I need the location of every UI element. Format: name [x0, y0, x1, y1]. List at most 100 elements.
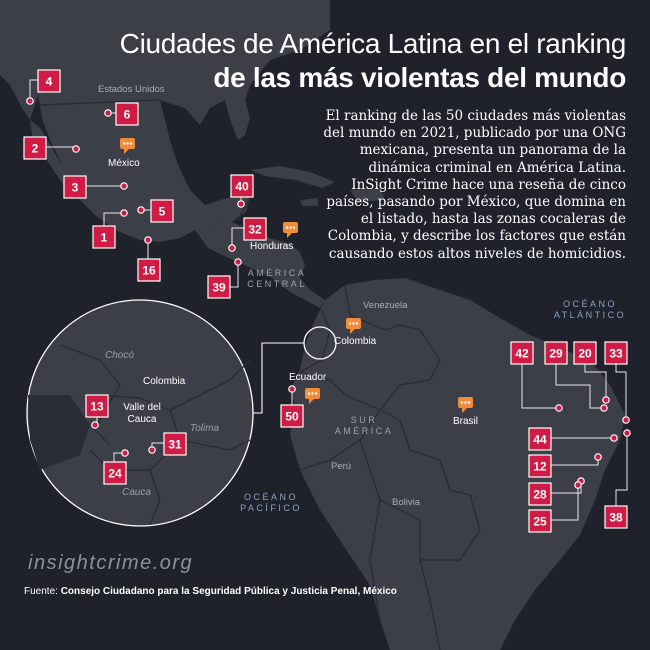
- city-dot: [574, 481, 582, 489]
- mexico-landmass: [38, 90, 250, 242]
- city-dot: [144, 236, 152, 244]
- rank-number: 38: [609, 511, 623, 525]
- rank-number: 29: [549, 347, 563, 361]
- rank-number: 50: [285, 410, 299, 424]
- label-venezuela: Venezuela: [363, 300, 408, 311]
- rank-number: 16: [142, 264, 156, 278]
- rank-badge: [528, 427, 552, 451]
- leader-line: [555, 364, 604, 409]
- city-dot: [594, 453, 602, 461]
- city-dot: [610, 434, 618, 442]
- rank-number: 4: [46, 75, 53, 89]
- city-dot: [121, 449, 129, 457]
- inset-label-colombia: Colombia: [143, 376, 186, 387]
- title-line-1: Ciudades de América Latina en el ranking: [119, 28, 627, 59]
- rank-badge: [115, 102, 139, 126]
- rank-number: 40: [235, 180, 249, 194]
- inset-connector: [253, 342, 304, 414]
- city-dot: [72, 145, 80, 153]
- inset-label-choco: Chocó: [105, 350, 134, 361]
- inset-label-cauca: Cauca: [122, 487, 151, 498]
- rank-number: 28: [533, 488, 547, 502]
- label-bolivia: Bolivia: [392, 497, 420, 508]
- city-dot: [91, 421, 99, 429]
- rank-number: 24: [108, 467, 122, 481]
- rank-badge: [544, 341, 568, 365]
- city-dot: [234, 258, 242, 266]
- rank-number: 1: [101, 231, 108, 245]
- label-america-central: AMÉRICA CENTRAL: [247, 268, 307, 289]
- label-brasil: Brasil: [453, 416, 479, 427]
- city-dot: [602, 396, 610, 404]
- rank-badge: [207, 275, 231, 299]
- rank-number: 13: [90, 400, 104, 414]
- rank-number: 25: [533, 515, 547, 529]
- rank-number: 5: [159, 205, 166, 219]
- leader-line: [29, 79, 38, 101]
- rank-badge: [230, 174, 254, 198]
- rank-badge: [150, 199, 174, 223]
- rank-badge: [103, 461, 127, 485]
- rank-badge: [63, 175, 87, 199]
- rank-number: 3: [72, 181, 79, 195]
- rank-number: 33: [609, 347, 623, 361]
- rank-badge: [528, 509, 552, 533]
- source-text: Consejo Ciudadano para la Seguridad Públ…: [60, 586, 397, 597]
- leader-line: [615, 433, 628, 506]
- label-estados-unidos: Estados Unidos: [98, 84, 165, 95]
- florida-landmass: [225, 100, 250, 140]
- leader-line: [231, 227, 244, 248]
- city-dot: [600, 404, 608, 412]
- rank-badge: [528, 454, 552, 478]
- label-peru: Perú: [331, 461, 352, 472]
- source-prefix: Fuente:: [24, 586, 58, 597]
- leader-line: [103, 212, 124, 226]
- city-dot: [148, 446, 156, 454]
- rank-number: 2: [32, 142, 39, 156]
- city-markers: 4 6 2 3 5 1 16 40 32 39 50 13 31 24 42 29 20 33 44 12 28 25 38: [23, 69, 631, 533]
- central-america-landmass: [195, 222, 325, 308]
- rank-number: 42: [515, 347, 529, 361]
- rank-badge: [92, 225, 116, 249]
- label-sur-america: SUR AMÉRICA: [334, 415, 394, 436]
- label-ecuador: Ecuador: [289, 372, 327, 383]
- rank-badge: [280, 404, 304, 428]
- label-oceano-atlantico: OCÉANO ATLÁNTICO: [553, 299, 627, 320]
- leader-line: [615, 364, 627, 420]
- south-america-landmass: [290, 278, 625, 650]
- inset-label-valle-del-cauca: Valle del Cauca: [123, 402, 161, 425]
- hispaniola-landmass: [350, 188, 385, 202]
- rank-number: 39: [212, 281, 226, 295]
- cuba-landmass: [250, 166, 335, 188]
- leader-line: [521, 364, 559, 409]
- rank-number: 6: [124, 108, 131, 122]
- rank-badge: [243, 217, 267, 241]
- leader-line: [584, 364, 607, 400]
- rank-badge: [85, 394, 109, 418]
- city-dot: [104, 109, 112, 117]
- city-dot: [288, 385, 296, 393]
- rank-number: 31: [168, 438, 182, 452]
- rank-badge: [573, 341, 597, 365]
- city-dot: [623, 429, 631, 437]
- source-note: Fuente: Consejo Ciudadano para la Seguri…: [24, 586, 397, 597]
- leader-line: [551, 485, 579, 521]
- usa-landmass: [0, 0, 330, 125]
- rank-badge: [528, 482, 552, 506]
- city-dot: [120, 209, 128, 217]
- label-mexico: México: [108, 158, 140, 169]
- rank-badge: [604, 341, 628, 365]
- city-dot: [622, 416, 630, 424]
- brand-logo: insightcrime.org: [28, 552, 194, 574]
- rank-badge: [137, 258, 161, 282]
- rank-number: 32: [248, 223, 262, 237]
- city-dot: [228, 244, 236, 252]
- title-line-2: de las más violentas del mundo: [213, 62, 626, 93]
- inset-sea: [28, 395, 90, 470]
- city-dot: [555, 404, 563, 412]
- label-colombia: Colombia: [334, 336, 377, 347]
- city-dot: [137, 206, 145, 214]
- label-oceano-pacifico: OCÉANO PACÍFICO: [240, 492, 302, 513]
